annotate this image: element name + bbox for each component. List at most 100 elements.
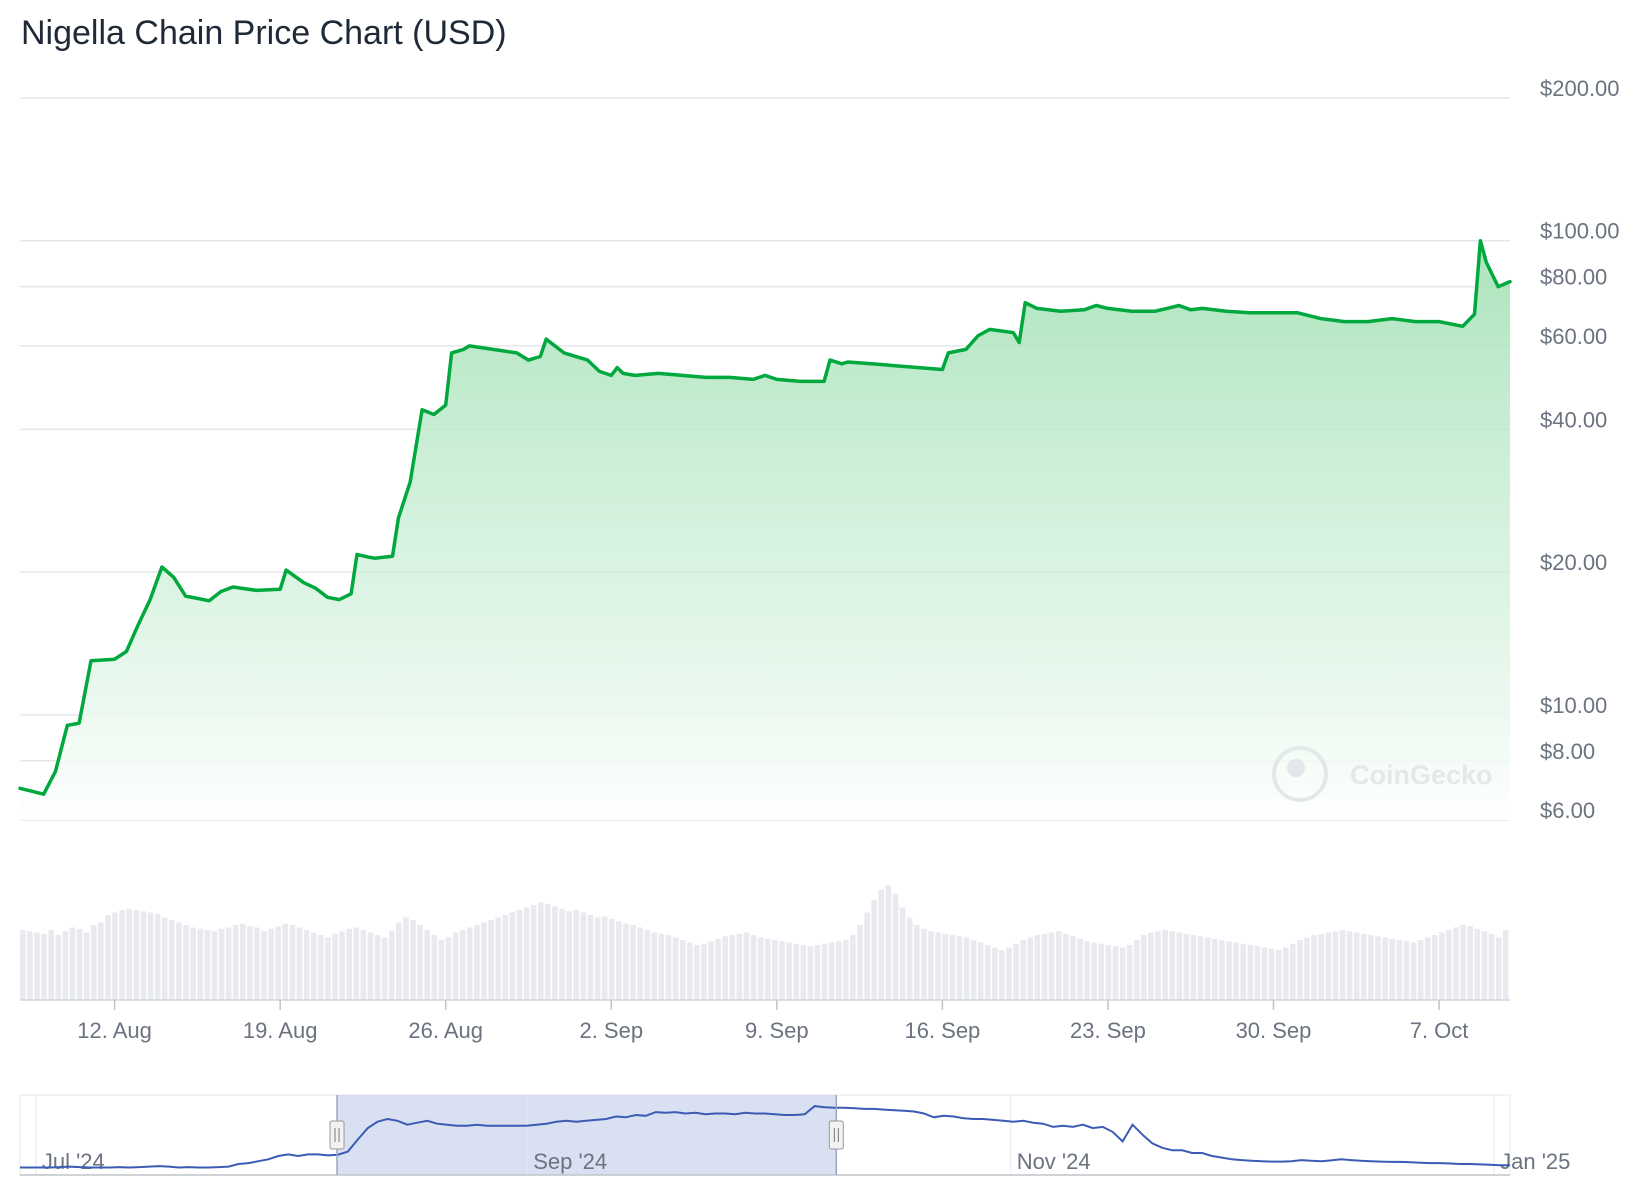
navigator-handle[interactable] [828,1120,844,1150]
volume-bar [1048,932,1055,1000]
volume-bar [105,915,111,1000]
volume-bar [679,940,686,1000]
volume-bar [474,925,480,1000]
volume-bar [914,925,920,1000]
volume-bar [715,938,721,1001]
volume-bar [481,922,487,1000]
volume-bar [1254,946,1261,1001]
navigator-line [20,1105,1510,1169]
volume-bar [76,928,83,1001]
volume-bar [658,933,665,1001]
volume-bar [1247,945,1254,1000]
volume-bar [1311,935,1317,1000]
volume-bar [1446,930,1452,1000]
volume-bar [254,927,260,1000]
volume-bar [98,922,104,1000]
x-tick-label: 26. Aug [408,1018,483,1043]
volume-bar [55,935,62,1000]
volume-bar [197,928,203,1001]
volume-bar [1396,940,1403,1000]
volume-bar [871,900,877,1000]
volume-bar [651,932,658,1000]
volume-bar [296,927,303,1000]
volume-bar [1105,945,1112,1000]
volume-bar [701,943,707,1001]
volume-bar [1382,937,1388,1000]
volume-bar [1318,933,1324,1001]
volume-bar [339,931,345,1001]
gecko-logo-eye-icon [1287,759,1305,777]
volume-bar [559,908,565,1001]
price-line[interactable] [18,238,1512,796]
volume-bar [779,941,785,1001]
volume-bar [417,925,423,1000]
volume-bar [530,905,537,1000]
volume-bar [587,915,594,1000]
volume-bar [623,923,629,1001]
volume-bar [921,928,927,1001]
volume-bar [282,923,289,1001]
volume-bar [410,920,416,1000]
volume-bar [899,907,906,1000]
volume-bar [1055,931,1062,1001]
volume-bar [1148,932,1154,1000]
volume-bar [452,932,459,1000]
volume-bar [1417,940,1424,1000]
volume-bar [488,920,494,1000]
volume-bar [1410,942,1417,1000]
navigator-handle[interactable] [329,1120,345,1150]
volume-bar [119,910,125,1000]
volume-bar [1495,937,1502,1000]
volume-bar [1098,943,1105,1001]
volume-bar [665,935,672,1000]
volume-bar [495,917,501,1000]
volume-bar [992,947,998,1000]
volume-bar [459,930,466,1000]
y-tick-label: $20.00 [1540,550,1607,575]
volume-bar [1176,932,1183,1000]
volume-bar [83,932,90,1000]
volume-bar [1134,940,1140,1000]
volume-bar [985,945,991,1000]
volume-bar [1325,932,1332,1000]
volume-bar [616,921,622,1001]
volume-bar [836,941,842,1001]
volume-bar [672,937,679,1000]
volume-bar [1183,933,1190,1001]
volume-bar [62,931,69,1001]
volume-bar [566,911,572,1001]
volume-bar [1226,941,1232,1001]
volume-bar [630,925,636,1000]
volume-bar [211,931,218,1001]
volume-bar [1290,943,1296,1001]
volume-bar [580,912,587,1000]
volume-bar [814,945,821,1000]
volume-bar [757,937,764,1000]
y-tick-label: $100.00 [1540,219,1620,244]
navigator[interactable]: Jul '24 Sep '24 Nov '24 Jan '25 [19,1094,1570,1176]
volume-bar [1169,931,1175,1001]
volume-bar [424,930,430,1000]
volume-bar [1141,935,1147,1000]
volume-bar [786,942,792,1000]
volume-bar [1034,935,1041,1000]
volume-bar [48,930,54,1000]
volume-bar [1027,937,1034,1000]
volume-bar [325,937,331,1000]
x-tick-label: 30. Sep [1236,1018,1312,1043]
volume-bar [154,913,161,1001]
navigator-selection[interactable] [337,1095,837,1175]
volume-bar [552,906,558,1001]
volume-bar [381,937,388,1000]
volume-bar [247,926,253,1001]
volume-bar [1197,936,1204,1001]
volume-bar [1432,935,1438,1000]
volume-bar [1403,941,1410,1001]
volume-bar [807,946,814,1001]
volume-bar [509,912,516,1000]
volume-bar [112,912,118,1000]
y-axis: $200.00 $100.00 $80.00 $60.00 $40.00 $20.00 $1… [1540,76,1620,823]
volume-bar [1091,942,1097,1000]
volume-bar [1204,937,1211,1000]
